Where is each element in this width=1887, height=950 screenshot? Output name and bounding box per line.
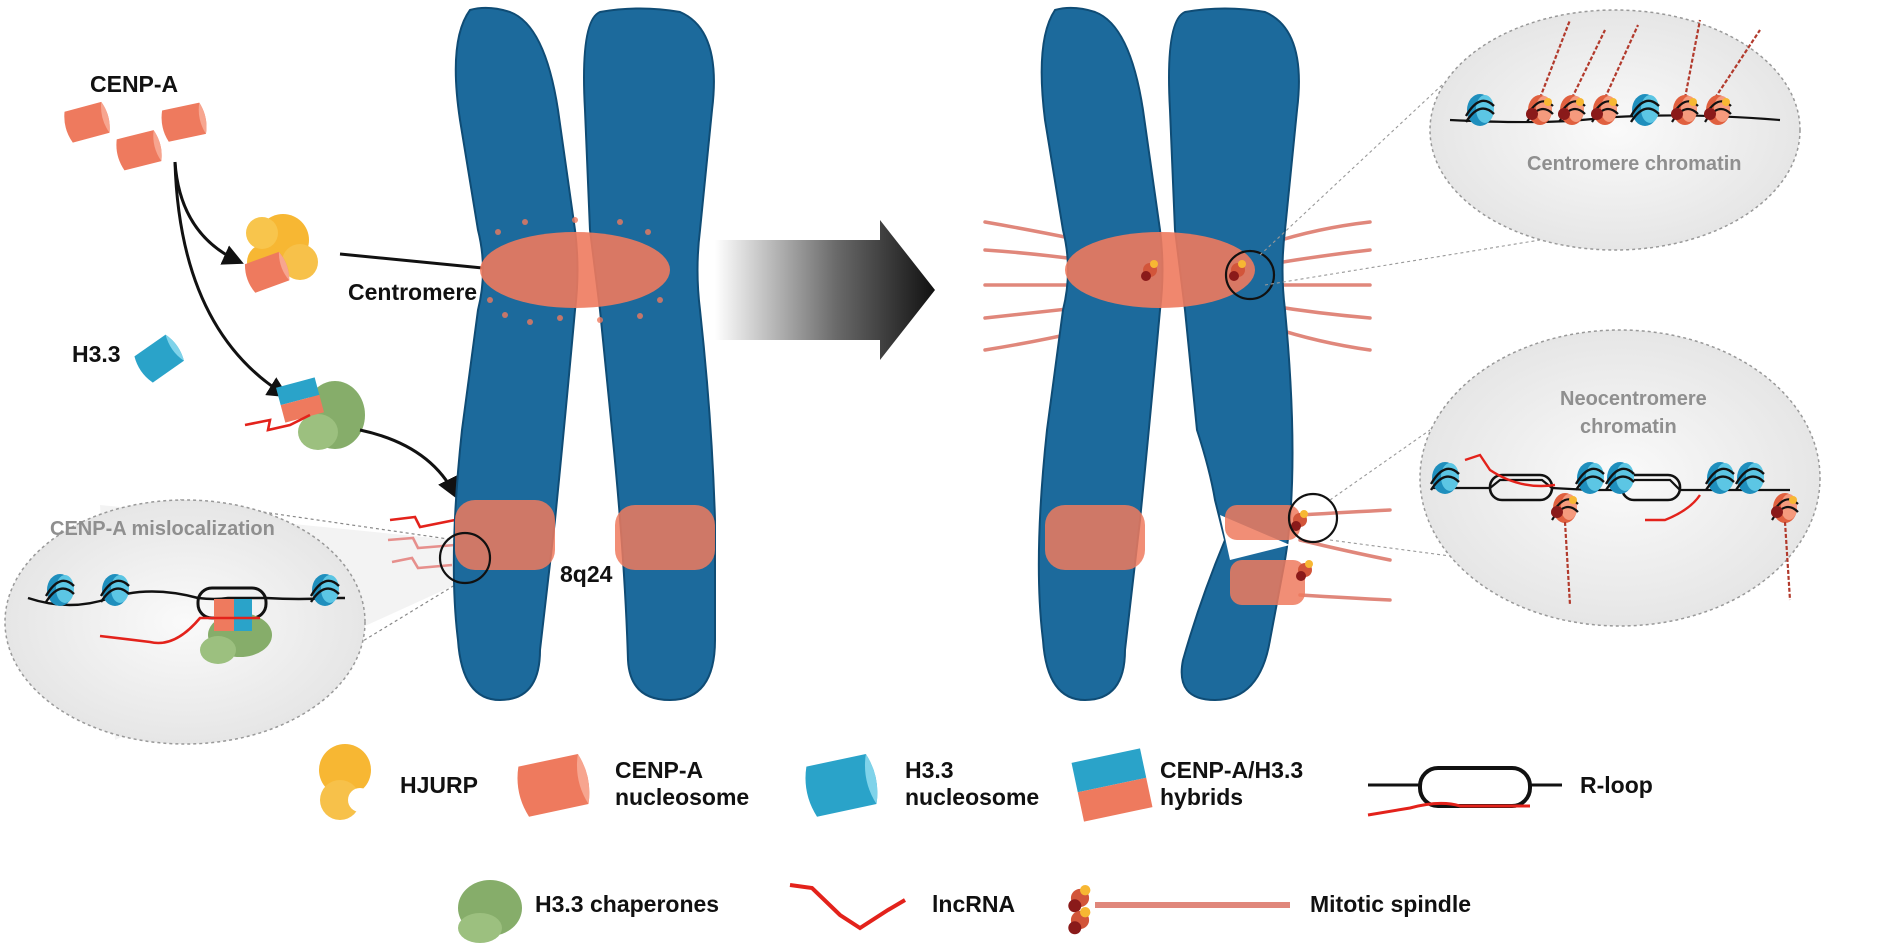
legend-cenpa-line2: nucleosome: [615, 784, 749, 810]
cenpa-label: CENP-A: [90, 71, 178, 97]
mislocalization-title: CENP-A mislocalization: [50, 518, 275, 540]
h33-nucleosome-icon: [801, 752, 882, 818]
neocentromere-circle: [1287, 492, 1339, 544]
neocentromere-callout-title-line2: chromatin: [1580, 416, 1677, 438]
mislocalization-callout: CENP-A mislocalization: [4, 499, 456, 745]
left-panel: CENP-A Centromere H3.3: [4, 6, 716, 745]
chaperone-hybrid-complex-icon: [244, 377, 365, 450]
h33-label: H3.3: [72, 341, 121, 367]
legend-rloop-label: R-loop: [1580, 772, 1653, 798]
legend-hjurp: HJURP: [319, 744, 478, 820]
legend-h33: H3.3 nucleosome: [801, 752, 1039, 818]
neocentromere-callout-title-line1: Neocentromere: [1560, 388, 1707, 410]
legend: HJURP CENP-A nucleosome H3.3 nucleosome …: [319, 744, 1653, 943]
neocentromere-chromatin-callout: Neocentromere chromatin: [1329, 329, 1821, 627]
hjurp-cenpa-complex-icon: [242, 214, 318, 294]
legend-lncrna-label: lncRNA: [932, 891, 1015, 917]
free-cenpa-icon: [61, 101, 209, 172]
legend-hjurp-label: HJURP: [400, 772, 478, 798]
legend-spindle: Mitotic spindle: [1068, 885, 1471, 935]
locus-label: 8q24: [560, 561, 613, 587]
right-panel: Centromere chromatin Neocentromere chrom…: [983, 6, 1821, 702]
centromere-chromatin-callout: Centromere chromatin: [1259, 9, 1801, 286]
legend-chaperones: H3.3 chaperones: [458, 880, 719, 943]
legend-lncrna: lncRNA: [789, 883, 1015, 931]
legend-cenpa: CENP-A nucleosome: [513, 752, 749, 818]
rloop-icon: [1418, 766, 1532, 808]
arrow-to-chaperone: [173, 161, 289, 398]
legend-h33-line2: nucleosome: [905, 784, 1039, 810]
centromere-circle: [1224, 249, 1276, 301]
legend-hybrid: CENP-A/H3.3 hybrids: [1071, 748, 1303, 822]
legend-hybrid-line1: CENP-A/H3.3: [1160, 757, 1303, 783]
legend-spindle-label: Mitotic spindle: [1310, 891, 1471, 917]
cenpa-nucleosome-icon: [513, 752, 594, 818]
legend-rloop: R-loop: [1367, 766, 1653, 817]
legend-cenpa-line1: CENP-A: [615, 757, 703, 783]
centromere-callout-title: Centromere chromatin: [1527, 153, 1742, 175]
hybrid-nucleosome-icon: [1071, 748, 1153, 822]
locus-circle: [438, 531, 492, 585]
lncrna-icon: [789, 883, 907, 931]
chromosome-right: [1037, 6, 1339, 702]
transition-arrow: [715, 220, 935, 360]
chromosome-left: 8q24: [438, 6, 716, 702]
legend-hybrid-line2: hybrids: [1160, 784, 1243, 810]
legend-chaperones-label: H3.3 chaperones: [535, 891, 719, 917]
arrow-to-8q24: [359, 428, 457, 499]
legend-h33-line1: H3.3: [905, 757, 954, 783]
free-h33-icon: [131, 332, 187, 385]
centromere-label: Centromere: [348, 279, 477, 305]
arrow-to-centromere: [339, 252, 508, 279]
